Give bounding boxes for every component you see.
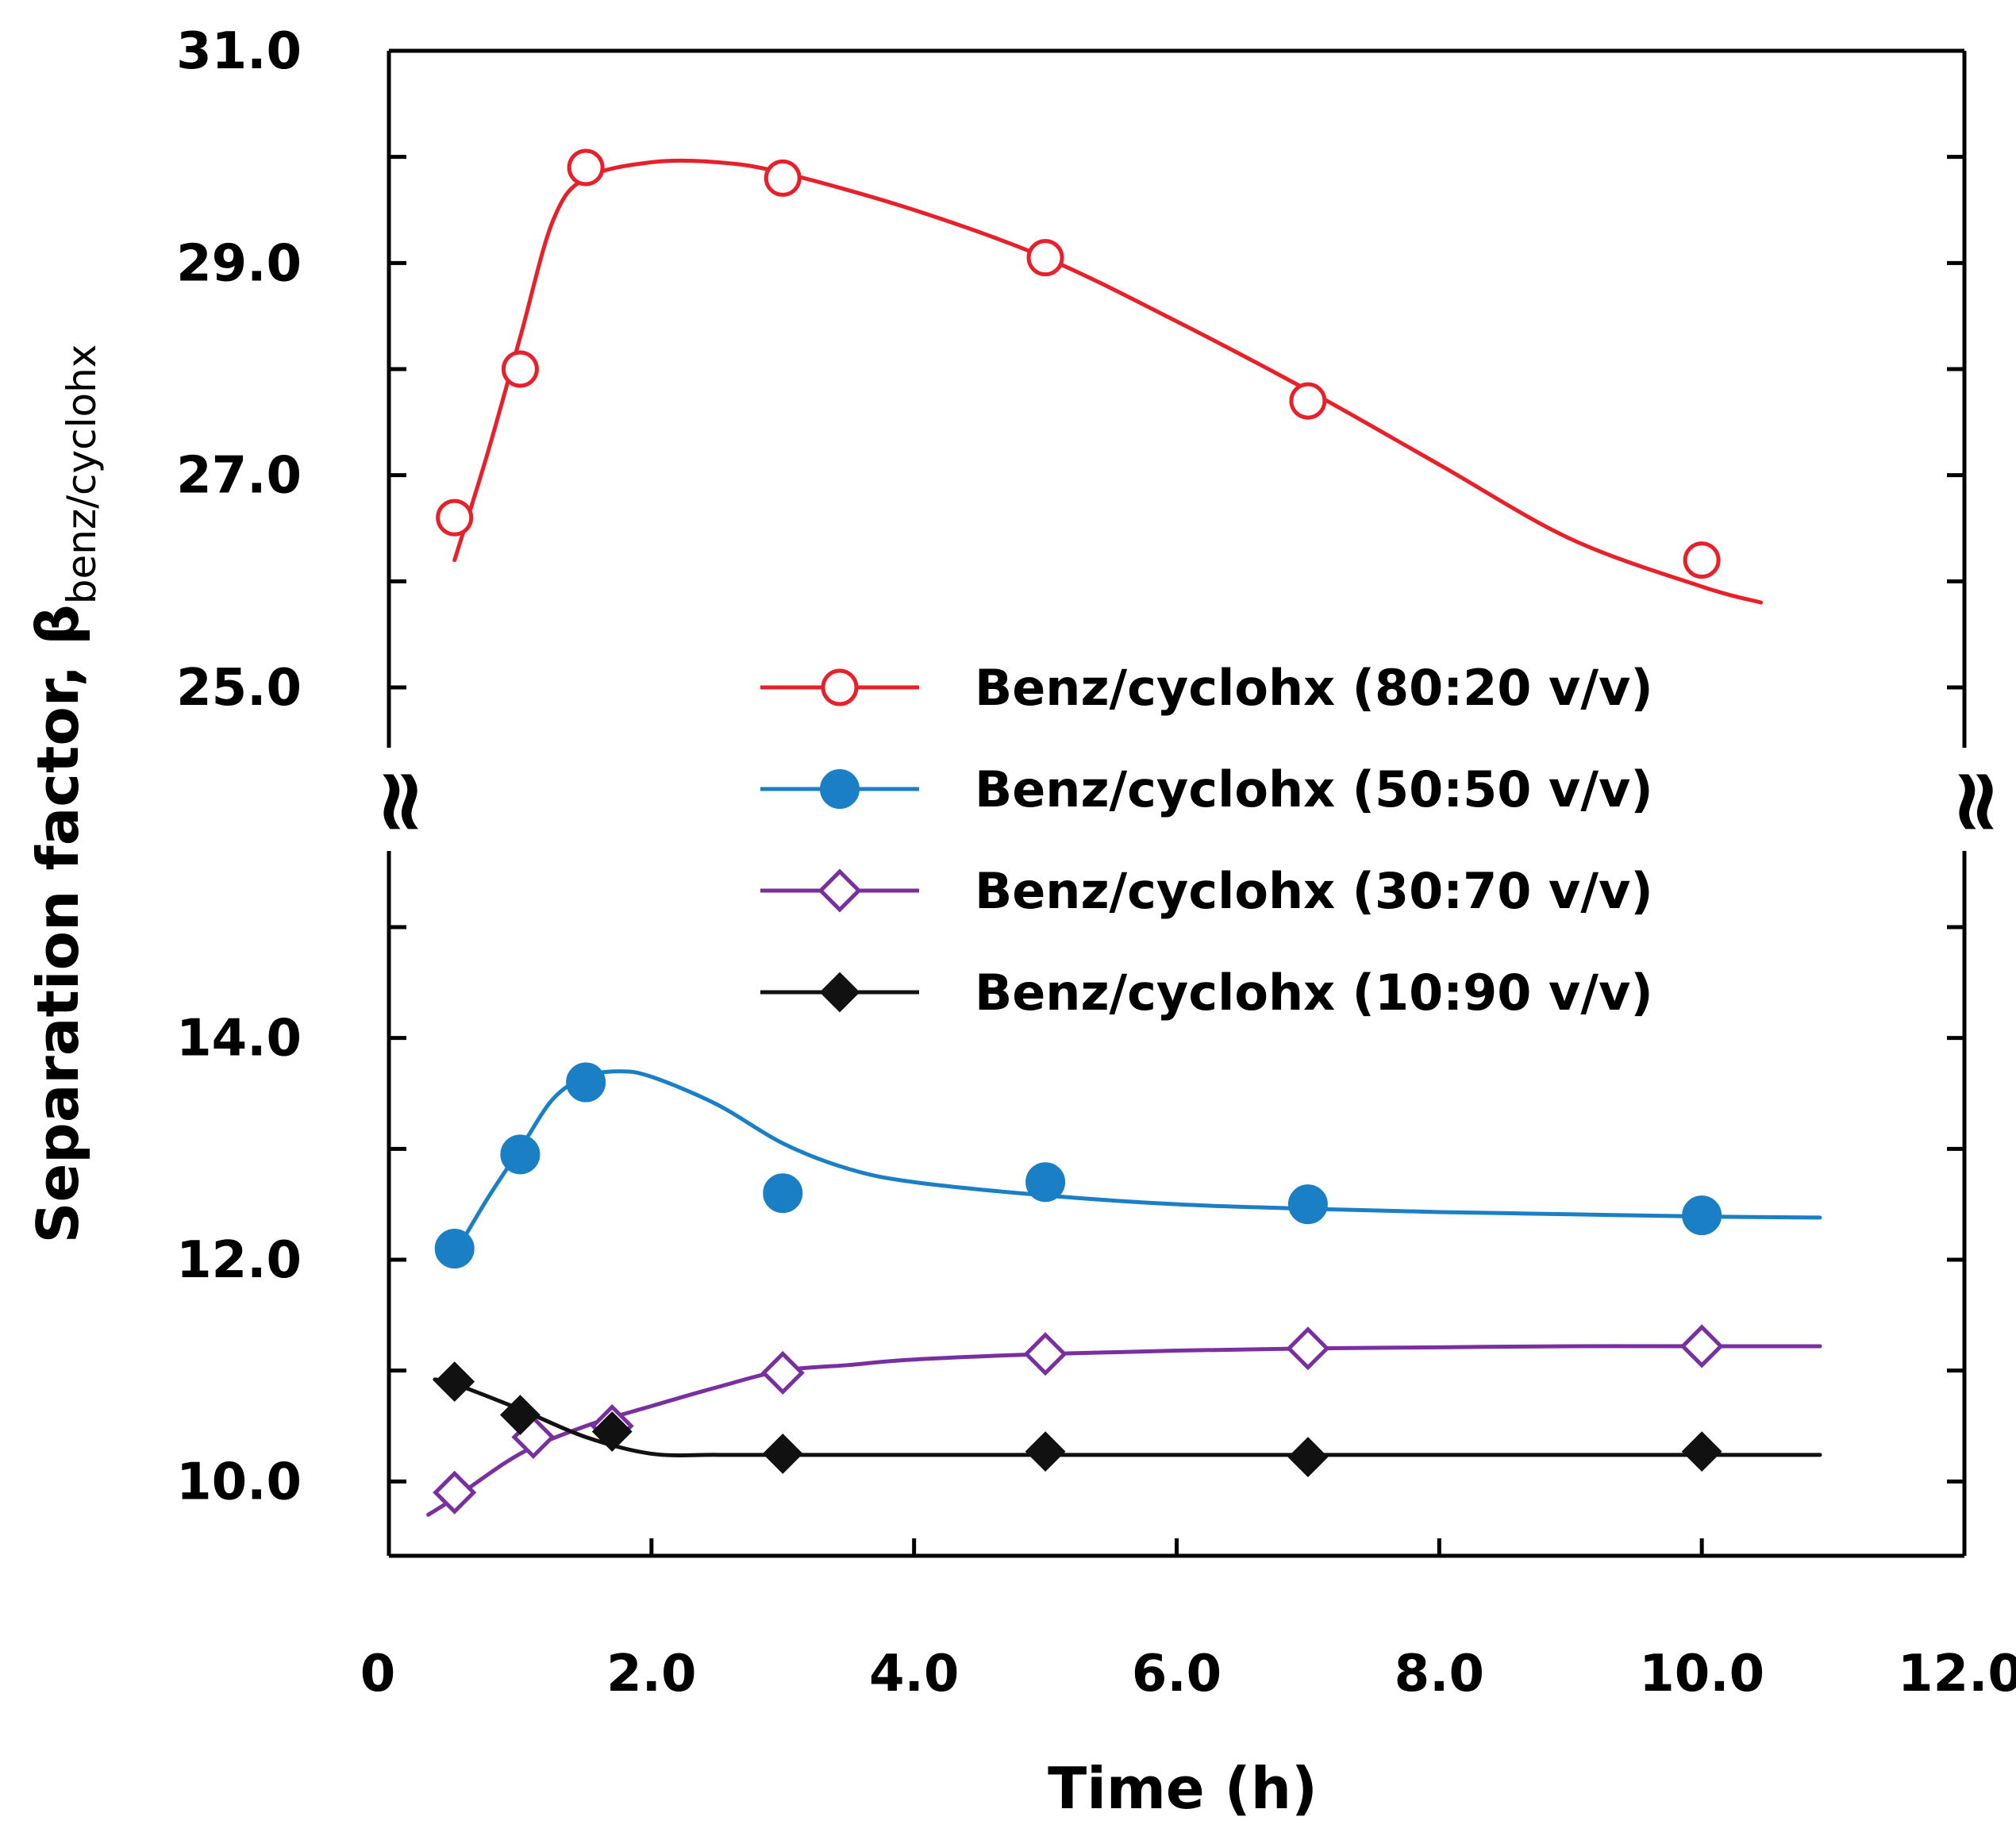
y-axis-title-main: Separation factor, β xyxy=(25,604,91,1243)
x-tick-label: 4.0 xyxy=(869,1645,959,1703)
data-point xyxy=(762,1434,803,1474)
data-point xyxy=(763,1173,803,1214)
data-point xyxy=(566,1062,606,1103)
x-tick-label: 8.0 xyxy=(1395,1645,1484,1703)
data-point xyxy=(591,1411,633,1452)
legend-item: Benz/cyclohx (50:50 v/v) xyxy=(760,760,1653,818)
data-point xyxy=(1023,1332,1068,1376)
legend-marker xyxy=(818,868,862,913)
data-point xyxy=(567,148,605,187)
data-point xyxy=(433,1470,477,1515)
y-axis-title: Separation factor, βbenz/cyclohx xyxy=(25,344,105,1244)
y-tick-label: 31.0 xyxy=(176,22,302,81)
y-axis-title-subscript: benz/cyclohx xyxy=(59,344,105,605)
data-point xyxy=(1287,1437,1329,1478)
y-tick-label: 10.0 xyxy=(176,1453,302,1511)
legend-marker xyxy=(819,972,860,1013)
y-tick-label: 25.0 xyxy=(176,659,302,718)
data-point xyxy=(1025,1431,1066,1472)
series-line xyxy=(452,158,1764,605)
y-tick-label: 14.0 xyxy=(176,1010,302,1068)
x-tick-label: 0 xyxy=(360,1645,396,1703)
x-axis-title: Time (h) xyxy=(1048,1755,1318,1822)
axis-break-left: ≈ xyxy=(352,765,454,838)
data-point xyxy=(500,1395,541,1435)
x-tick-label: 6.0 xyxy=(1132,1645,1222,1703)
data-point xyxy=(1681,1431,1722,1472)
legend: Benz/cyclohx (80:20 v/v) Benz/cyclohx (50… xyxy=(760,659,1653,1022)
data-point xyxy=(764,159,802,197)
data-point xyxy=(500,1134,541,1175)
legend-label: Benz/cyclohx (10:90 v/v) xyxy=(975,964,1653,1022)
legend-label: Benz/cyclohx (30:70 v/v) xyxy=(975,862,1653,920)
legend-label: Benz/cyclohx (50:50 v/v) xyxy=(975,760,1653,818)
data-point xyxy=(501,350,539,388)
x-tick-label: 12.0 xyxy=(1898,1645,2016,1703)
data-point xyxy=(1286,1326,1330,1371)
axis-break-right: ≈ xyxy=(1928,765,2016,838)
data-point xyxy=(436,498,474,537)
series-line xyxy=(452,1069,1822,1257)
x-tick-label: 10.0 xyxy=(1639,1645,1764,1703)
data-point xyxy=(1682,1195,1722,1236)
fitted-curves xyxy=(426,158,1822,1517)
y-tick-label: 29.0 xyxy=(176,234,302,293)
data-point xyxy=(1026,239,1064,277)
legend-marker xyxy=(821,668,859,706)
legend-label: Benz/cyclohx (80:20 v/v) xyxy=(975,659,1653,717)
data-point xyxy=(1025,1162,1066,1203)
x-tick-label: 2.0 xyxy=(606,1645,696,1703)
legend-item: Benz/cyclohx (10:90 v/v) xyxy=(760,964,1653,1022)
data-point xyxy=(1287,1184,1328,1225)
data-point xyxy=(760,1350,805,1395)
data-point xyxy=(434,1361,475,1403)
axis-ticks xyxy=(387,48,1967,1556)
data-point xyxy=(1679,1324,1724,1368)
y-tick-label: 12.0 xyxy=(176,1231,302,1290)
data-point xyxy=(1683,541,1721,579)
legend-item: Benz/cyclohx (30:70 v/v) xyxy=(760,862,1653,920)
data-point xyxy=(1289,382,1327,420)
tick-labels: 0 2.0 4.0 6.0 8.0 10.0 12.0 25.0 27.0 29.0 31.0 10.… xyxy=(176,22,2016,1703)
y-tick-label: 27.0 xyxy=(176,447,302,506)
legend-marker xyxy=(820,769,860,809)
legend-item: Benz/cyclohx (80:20 v/v) xyxy=(760,659,1653,717)
series-line xyxy=(433,1377,1822,1457)
series-line xyxy=(426,1344,1822,1517)
data-point xyxy=(434,1229,475,1269)
data-markers xyxy=(433,148,1724,1515)
